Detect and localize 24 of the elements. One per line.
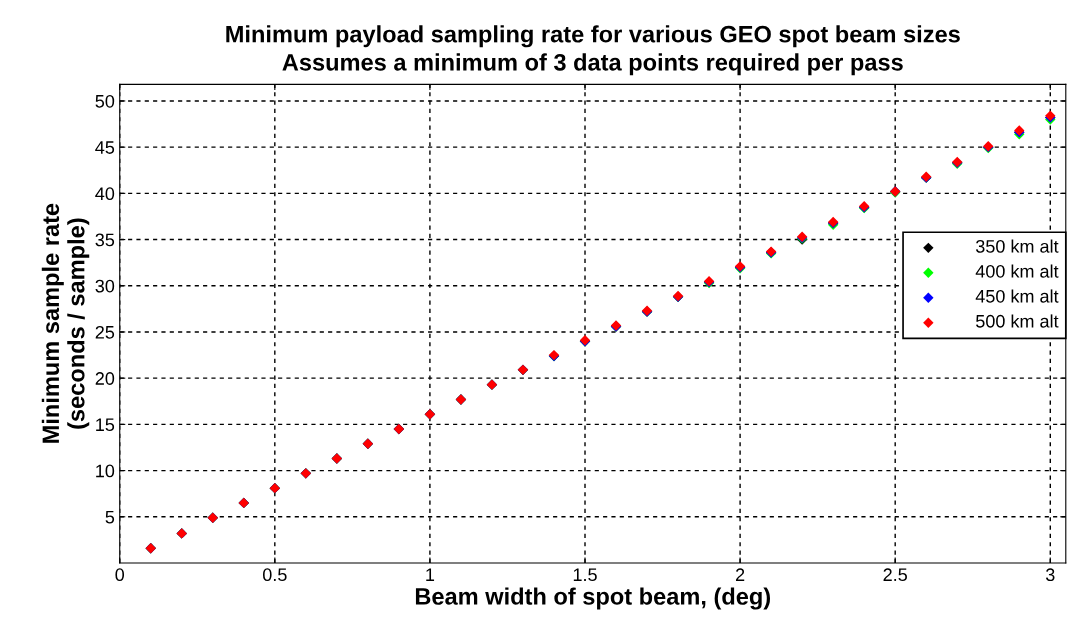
- y-tick-label: 20: [95, 372, 115, 385]
- legend-label: 450 km alt: [975, 289, 1059, 303]
- x-tick-label: 0: [115, 568, 125, 582]
- legend-label: 400 km alt: [975, 264, 1059, 278]
- x-tick-label: 2.5: [883, 568, 907, 582]
- y-tick-label: 45: [95, 141, 115, 154]
- y-tick-label: 50: [95, 94, 115, 108]
- x-tick-label: 1: [426, 568, 435, 581]
- x-tick-label: 3: [1045, 568, 1055, 582]
- y-tick-label: 5: [105, 510, 115, 524]
- y-axis-title: Minimum sample rate (seconds / sample): [41, 203, 90, 443]
- x-tick-label: 2: [735, 568, 745, 581]
- y-tick-label: 15: [96, 418, 115, 432]
- chart-title: Minimum payload sampling rate for various GEO spot beam sizes Assumes a minimum of 3 data points required per pass: [226, 25, 960, 76]
- legend-label: 350 km alt: [975, 239, 1059, 253]
- y-tick-label: 25: [95, 325, 115, 339]
- y-tick-label: 10: [96, 464, 115, 478]
- x-tick-label: 1.5: [573, 568, 597, 582]
- y-tick-label: 30: [95, 279, 115, 293]
- y-tick-label: 40: [95, 187, 115, 201]
- legend-label: 500 km alt: [976, 314, 1059, 328]
- y-tick-label: 35: [95, 233, 115, 247]
- x-tick-label: 0.5: [262, 568, 287, 582]
- x-axis-title: Beam width of spot beam, (deg): [415, 587, 770, 610]
